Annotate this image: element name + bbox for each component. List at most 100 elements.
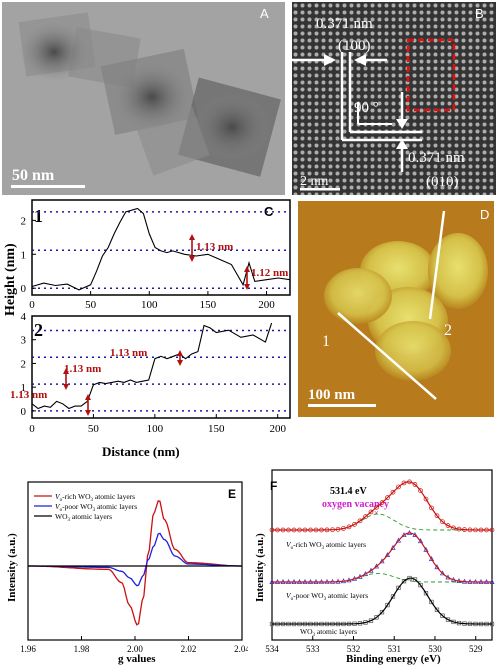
panel-a-letter: A — [260, 6, 269, 21]
e-xtick-label: 2.00 — [127, 644, 143, 654]
c-step-arrowhead — [85, 394, 91, 400]
c-step-arrowhead — [63, 368, 69, 374]
f-data-point — [445, 617, 451, 622]
c-xtick-label: 200 — [269, 423, 286, 435]
c-xtick-label: 200 — [258, 299, 275, 311]
e-xtick-label: 2.04 — [234, 644, 248, 654]
panel-b-angle: 90 ° — [354, 100, 379, 116]
panel-a-scale-label: 50 nm — [12, 167, 55, 184]
f-frame — [271, 469, 493, 641]
f-data-point — [396, 484, 401, 490]
f-data-point — [429, 505, 434, 511]
c-frame-1 — [31, 199, 291, 296]
f-data-point — [374, 504, 379, 510]
c-xtick-label: 150 — [208, 423, 225, 435]
f-data-point — [440, 613, 445, 618]
f-xtick-label: 531 — [387, 644, 401, 654]
panel-f-ylabel: Intensity (a.u.) — [254, 533, 266, 602]
f-data-point — [418, 582, 423, 588]
f-data-point — [434, 607, 440, 612]
c-ytick-label: 0 — [21, 283, 27, 295]
c-ytick-label: 3 — [21, 335, 27, 347]
c-xtick-label: 0 — [29, 423, 35, 435]
f-xtick-label: 532 — [347, 644, 361, 654]
f-label-rich: Vo-rich WO3 atomic layers — [286, 540, 366, 551]
c2-step-c: 1.13 nm — [110, 347, 147, 359]
panel-b: B 0.371 nm (100) 90 ° 0.371 nm (010) 2 n… — [292, 2, 496, 195]
panel-f-vacancy-label: oxygen vacancy — [322, 499, 389, 510]
panel-b-scale-bar — [300, 188, 340, 191]
f-data-point — [412, 482, 418, 487]
c-ytick-label: 1 — [21, 382, 27, 394]
e-series-line-1 — [28, 500, 242, 626]
c-step-arrowhead — [177, 350, 183, 356]
c2-step-a: 1.13 nm — [10, 389, 47, 401]
c-xtick-label: 100 — [147, 423, 164, 435]
panel-d-line2-label: 2 — [444, 322, 452, 339]
c-step-arrowhead — [177, 360, 183, 366]
c-xtick-label: 0 — [29, 299, 35, 311]
f-fit-line-plain — [272, 577, 492, 625]
f-data-point — [390, 544, 396, 550]
legend-poor: Vo-poor WO3 atomic layers — [55, 502, 137, 513]
c-xtick-label: 100 — [141, 299, 158, 311]
panel-d: D 1 2 100 nm — [298, 201, 494, 417]
f-data-point — [379, 610, 385, 615]
c-ytick-label: 0 — [21, 406, 27, 418]
f-data-point — [434, 513, 440, 519]
c-step-arrowhead — [244, 284, 250, 290]
panel-a-image: A 50 nm — [2, 2, 285, 195]
c-step-arrowhead — [189, 234, 195, 240]
c-xtick-label: 50 — [85, 299, 97, 311]
panel-c-chart: Height (nm) Distance (nm) C 1 2 1.13 nm … — [3, 199, 291, 459]
panel-d-scale-label: 100 nm — [308, 387, 356, 403]
red-dashed-box — [406, 38, 456, 112]
f-data-point — [379, 500, 385, 505]
f-xtick-label: 533 — [306, 644, 320, 654]
f-xtick-label: 529 — [469, 644, 483, 654]
panel-f-letter: F — [270, 479, 277, 493]
panel-b-spacing-bottom: 0.371 nm — [408, 150, 465, 166]
f-data-point — [401, 579, 407, 584]
e-xtick-label: 2.02 — [181, 644, 197, 654]
legend-plain: WO3 atomic layers — [55, 512, 112, 523]
panel-b-plane-top: (100) — [338, 38, 371, 54]
profile1-label: 1 — [34, 206, 43, 226]
panel-e-letter: E — [228, 487, 236, 501]
c2-profile-line — [31, 322, 273, 410]
f-label-plain: WO3 atomic layers — [300, 627, 357, 638]
c-step-arrowhead — [85, 410, 91, 416]
c1-step-a: 1.13 nm — [196, 241, 233, 253]
panel-f-xlabel: Binding energy (eV) — [346, 653, 441, 665]
f-data-point — [396, 585, 401, 591]
panel-b-spacing-top: 0.371 nm — [316, 16, 373, 32]
panel-c-ylabel: Height (nm) — [3, 243, 18, 316]
f-data-point — [428, 556, 435, 561]
c-xtick-label: 50 — [88, 423, 100, 435]
f-cross-marker: × — [374, 508, 379, 518]
panel-b-plane-bottom: (010) — [426, 174, 459, 190]
panel-b-scale-label: 2 nm — [300, 174, 329, 189]
c-step-arrowhead — [244, 266, 250, 272]
panel-a: A 50 nm — [2, 2, 285, 195]
f-data-point — [440, 519, 445, 525]
f-data-point — [385, 602, 390, 608]
panel-f-peak-label: 531.4 eV — [330, 486, 367, 497]
f-data-point — [417, 538, 424, 544]
f-data-point — [346, 524, 352, 530]
c-step-arrowhead — [189, 256, 195, 262]
e-series-line-2 — [28, 532, 242, 587]
panel-a-scale-bar — [11, 185, 85, 188]
f-data-point — [445, 523, 451, 528]
c1-profile-line — [31, 207, 291, 291]
e-xtick-label: 1.96 — [20, 644, 36, 654]
f-data-point — [352, 522, 357, 527]
c-step-arrowhead — [63, 384, 69, 390]
f-data-point — [412, 577, 418, 582]
panel-f: Intensity (a.u.) Binding energy (eV) F 5… — [250, 462, 496, 665]
f-data-point — [368, 509, 374, 515]
panel-e-xlabel: g values — [118, 653, 156, 665]
legend-rich: Vo-rich WO3 atomic layers — [55, 492, 135, 503]
panel-e: Intensity (a.u.) g values E Vo-rich WO3 … — [2, 462, 248, 665]
f-xtick-label: 534 — [265, 644, 279, 654]
